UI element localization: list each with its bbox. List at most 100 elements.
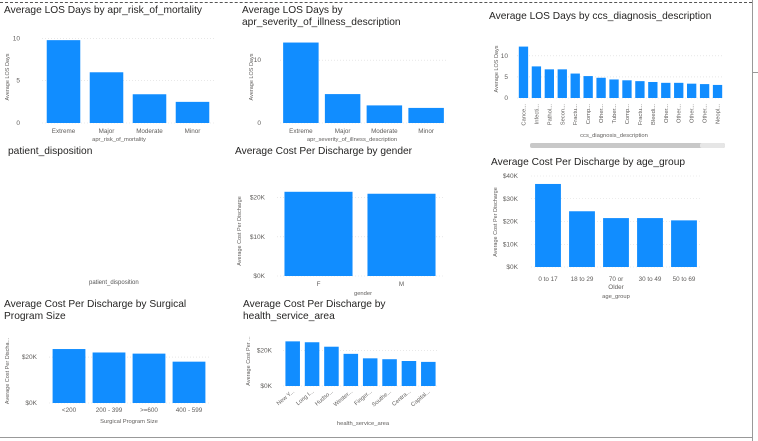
visual-cost-by-age[interactable]: Average Cost Per Discharge by age_group … — [491, 157, 739, 307]
x-tick-label: Other... — [690, 104, 696, 123]
y-tick-label: 5 — [16, 78, 20, 85]
x-tick-label: Southe... — [371, 389, 393, 409]
y-tick-label: $10K — [250, 234, 266, 241]
x-tick-label: Major — [335, 128, 351, 135]
y-axis-title: Average Cost Per Discharge — [237, 196, 243, 266]
bar — [46, 40, 81, 123]
bar — [285, 341, 300, 386]
canvas-bottom-border — [0, 437, 752, 438]
x-tick-label: Fractu... — [573, 104, 579, 126]
visual-los-by-severity[interactable]: Average LOS Days by apr_severity_of_illn… — [242, 5, 457, 148]
bar — [583, 76, 593, 98]
y-axis-title: Average LOS Days — [249, 53, 255, 100]
visual-title: Average LOS Days by ccs_diagnosis_descri… — [489, 11, 712, 22]
visual-title: Average Cost Per Discharge by age_group — [491, 157, 686, 168]
bar — [283, 42, 319, 123]
x-axis-title: gender — [354, 291, 372, 297]
visual-cost-by-surgical-size[interactable]: Average Cost Per Discharge by Surgical P… — [4, 299, 226, 433]
visual-title: patient_disposition — [8, 146, 93, 157]
visual-title-line1: Average LOS Days by — [242, 5, 343, 16]
x-tick-label: <200 — [62, 407, 77, 414]
bar — [622, 80, 632, 98]
bar — [635, 81, 645, 98]
chart-svg: 0 5 10 Average LOS Days Extreme Major Moderate… — [5, 35, 214, 143]
bar — [175, 101, 210, 123]
chart-svg: $0K $10K $20K $30K $40K Average Cost Per Disc… — [493, 173, 701, 300]
x-tick-label: Wester... — [333, 389, 355, 408]
bar — [648, 81, 658, 98]
y-axis-title: Average Cost Per Discharge — [493, 187, 499, 257]
x-tick-label: New Y... — [276, 389, 296, 407]
chart-svg: $0K $20K Average Cost Per Discha... <200 200… — [5, 337, 209, 425]
bar — [401, 361, 417, 386]
x-tick-label: Neopl... — [716, 104, 722, 124]
bar — [637, 218, 663, 267]
x-tick-label: Fractu... — [638, 104, 644, 126]
bar — [535, 183, 561, 267]
x-axis-title: apr_severity_of_illness_description — [307, 137, 397, 143]
bar — [362, 358, 378, 386]
y-tick-label: 0 — [257, 120, 261, 127]
x-tick-label: Other... — [703, 104, 709, 123]
bar — [518, 46, 529, 98]
x-tick-label: Other... — [664, 104, 670, 123]
bar — [324, 346, 339, 386]
bar — [421, 361, 436, 386]
x-tick-label: Cance... — [521, 104, 527, 126]
x-tick-label: Infecti... — [534, 104, 540, 125]
x-tick-label: Other... — [677, 104, 683, 123]
x-tick-label: Hudso... — [314, 389, 335, 408]
x-tick-label: Long I... — [295, 389, 315, 407]
x-tick-label: >=600 — [140, 407, 158, 414]
x-tick-label: 18 to 29 — [571, 276, 594, 283]
visual-cost-by-gender[interactable]: Average Cost Per Discharge by gender $0K… — [235, 146, 457, 298]
x-axis-title: Surgical Program Size — [100, 419, 158, 425]
visual-title-line1: Average Cost Per Discharge by Surgical — [4, 299, 187, 310]
x-axis-title: age_group — [602, 294, 630, 300]
x-axis-title: apr_risk_of_mortality — [92, 137, 146, 143]
y-tick-label: 0 — [16, 120, 20, 127]
bar — [671, 220, 697, 267]
visual-los-by-mortality[interactable]: Average LOS Days by apr_risk_of_mortalit… — [4, 5, 226, 148]
visual-cost-by-hsa[interactable]: Average Cost Per Discharge by health_ser… — [243, 299, 458, 435]
visual-title-line2: Program Size — [4, 311, 66, 322]
bar — [52, 349, 86, 403]
y-tick-label: 5 — [504, 74, 508, 81]
bar — [569, 211, 595, 267]
y-tick-label: $0K — [25, 400, 37, 407]
y-tick-label: $20K — [503, 219, 519, 226]
y-tick-label: 10 — [501, 53, 509, 60]
y-tick-label: $40K — [503, 173, 519, 180]
visual-title-line2: health_service_area — [243, 311, 335, 322]
visual-title: Average LOS Days by apr_risk_of_mortalit… — [4, 5, 202, 16]
scrollbar-track-end — [700, 143, 725, 148]
y-tick-label: $20K — [22, 354, 38, 361]
y-tick-label: $30K — [503, 196, 519, 203]
dashboard-top-border — [0, 2, 752, 3]
bar — [570, 73, 580, 98]
horizontal-scrollbar[interactable] — [530, 143, 725, 148]
y-tick-label: $10K — [503, 241, 519, 248]
x-axis-title: patient_disposition — [89, 280, 139, 286]
bar — [366, 105, 403, 123]
bar — [343, 353, 359, 386]
y-axis-title: Average Cost Per Discha... — [5, 337, 11, 404]
bar — [408, 107, 444, 123]
bar — [686, 83, 697, 98]
bar — [661, 82, 671, 98]
bar — [603, 218, 629, 267]
x-tick-label: Pathol... — [547, 104, 553, 126]
visual-los-by-diagnosis[interactable]: Average LOS Days by ccs_diagnosis_descri… — [489, 11, 739, 151]
visual-patient-disposition[interactable]: patient_disposition patient_disposition — [8, 146, 223, 291]
bar — [596, 77, 606, 98]
x-tick-label: Centra... — [391, 389, 412, 408]
x-tick-label: Extreme — [52, 128, 76, 135]
bar — [304, 342, 320, 386]
x-tick-label: M — [399, 281, 404, 288]
x-axis-title: ccs_diagnosis_description — [580, 133, 648, 139]
x-tick-label: 50 to 69 — [673, 276, 696, 283]
y-tick-label: $0K — [260, 383, 272, 390]
x-tick-label: Extreme — [289, 128, 313, 135]
y-axis-title: Average Cost Per ... — [246, 336, 252, 386]
